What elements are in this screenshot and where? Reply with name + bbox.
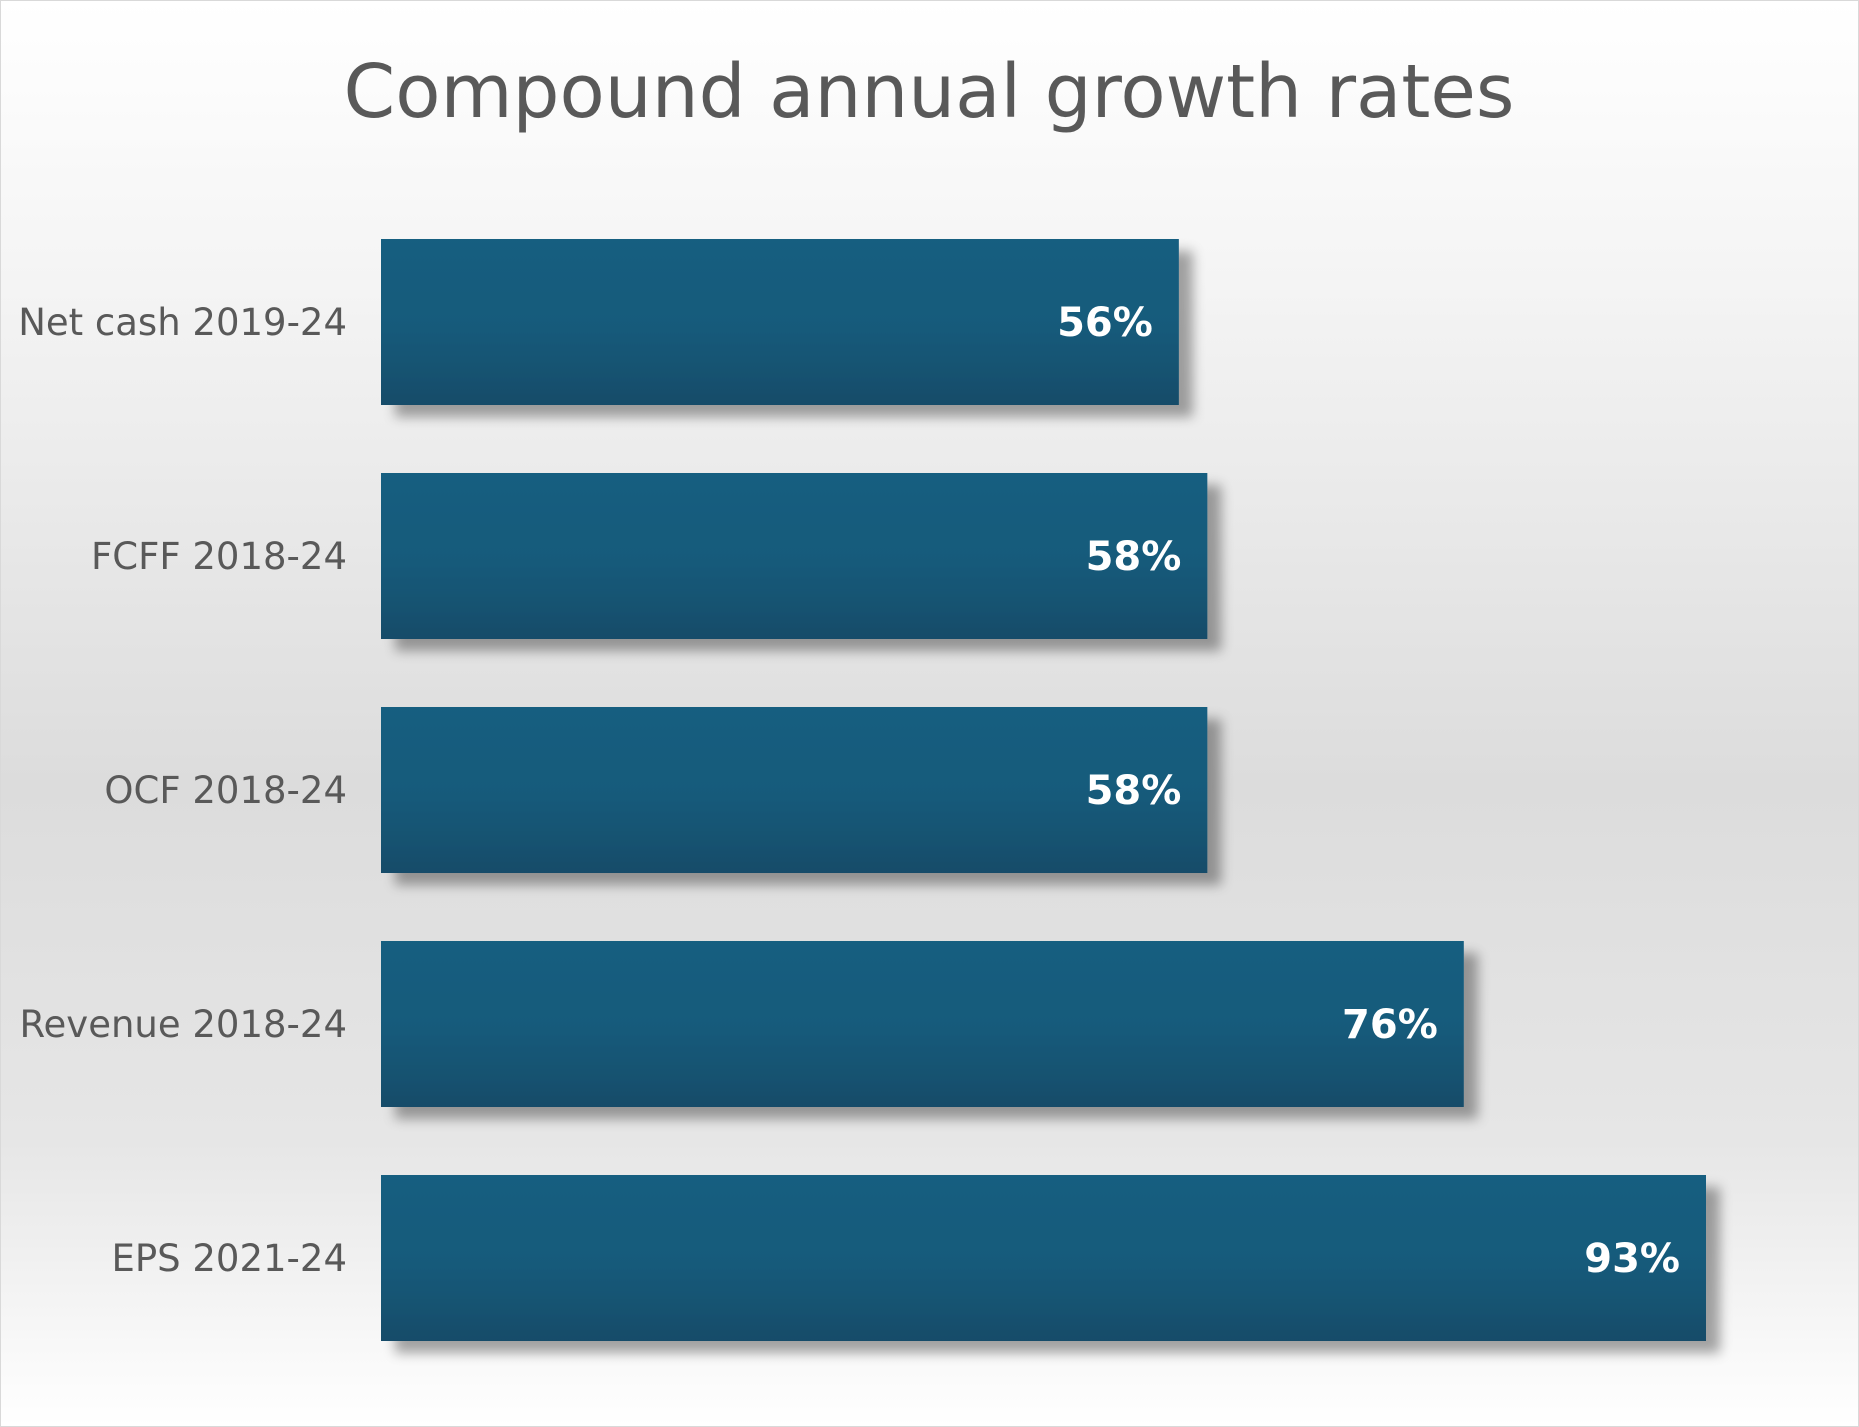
bar: [381, 239, 1179, 405]
data-label: 58%: [1086, 534, 1182, 580]
data-label: 56%: [1057, 300, 1153, 346]
bars-layer: Net cash 2019-24 56%FCFF 2018-24 58%OCF 20…: [18, 239, 1706, 1341]
category-label: OCF 2018-24: [104, 769, 347, 812]
data-label: 58%: [1086, 768, 1182, 814]
bar: [381, 707, 1208, 873]
bar: [381, 473, 1208, 639]
bar: [381, 941, 1464, 1107]
bar-group: EPS 2021-24 93%: [111, 1175, 1706, 1341]
bar-group: FCFF 2018-24 58%: [91, 473, 1208, 639]
bar-group: Net cash 2019-24 56%: [18, 239, 1179, 405]
chart-title: Compound annual growth rates: [344, 49, 1515, 135]
category-label: EPS 2021-24: [111, 1237, 347, 1280]
bar-group: OCF 2018-24 58%: [104, 707, 1208, 873]
category-label: FCFF 2018-24: [91, 535, 347, 578]
category-label: Revenue 2018-24: [20, 1003, 348, 1046]
data-label: 93%: [1584, 1236, 1680, 1282]
data-label: 76%: [1342, 1002, 1438, 1048]
bar: [381, 1175, 1706, 1341]
category-label: Net cash 2019-24: [18, 301, 347, 344]
bar-group: Revenue 2018-24 76%: [20, 941, 1464, 1107]
